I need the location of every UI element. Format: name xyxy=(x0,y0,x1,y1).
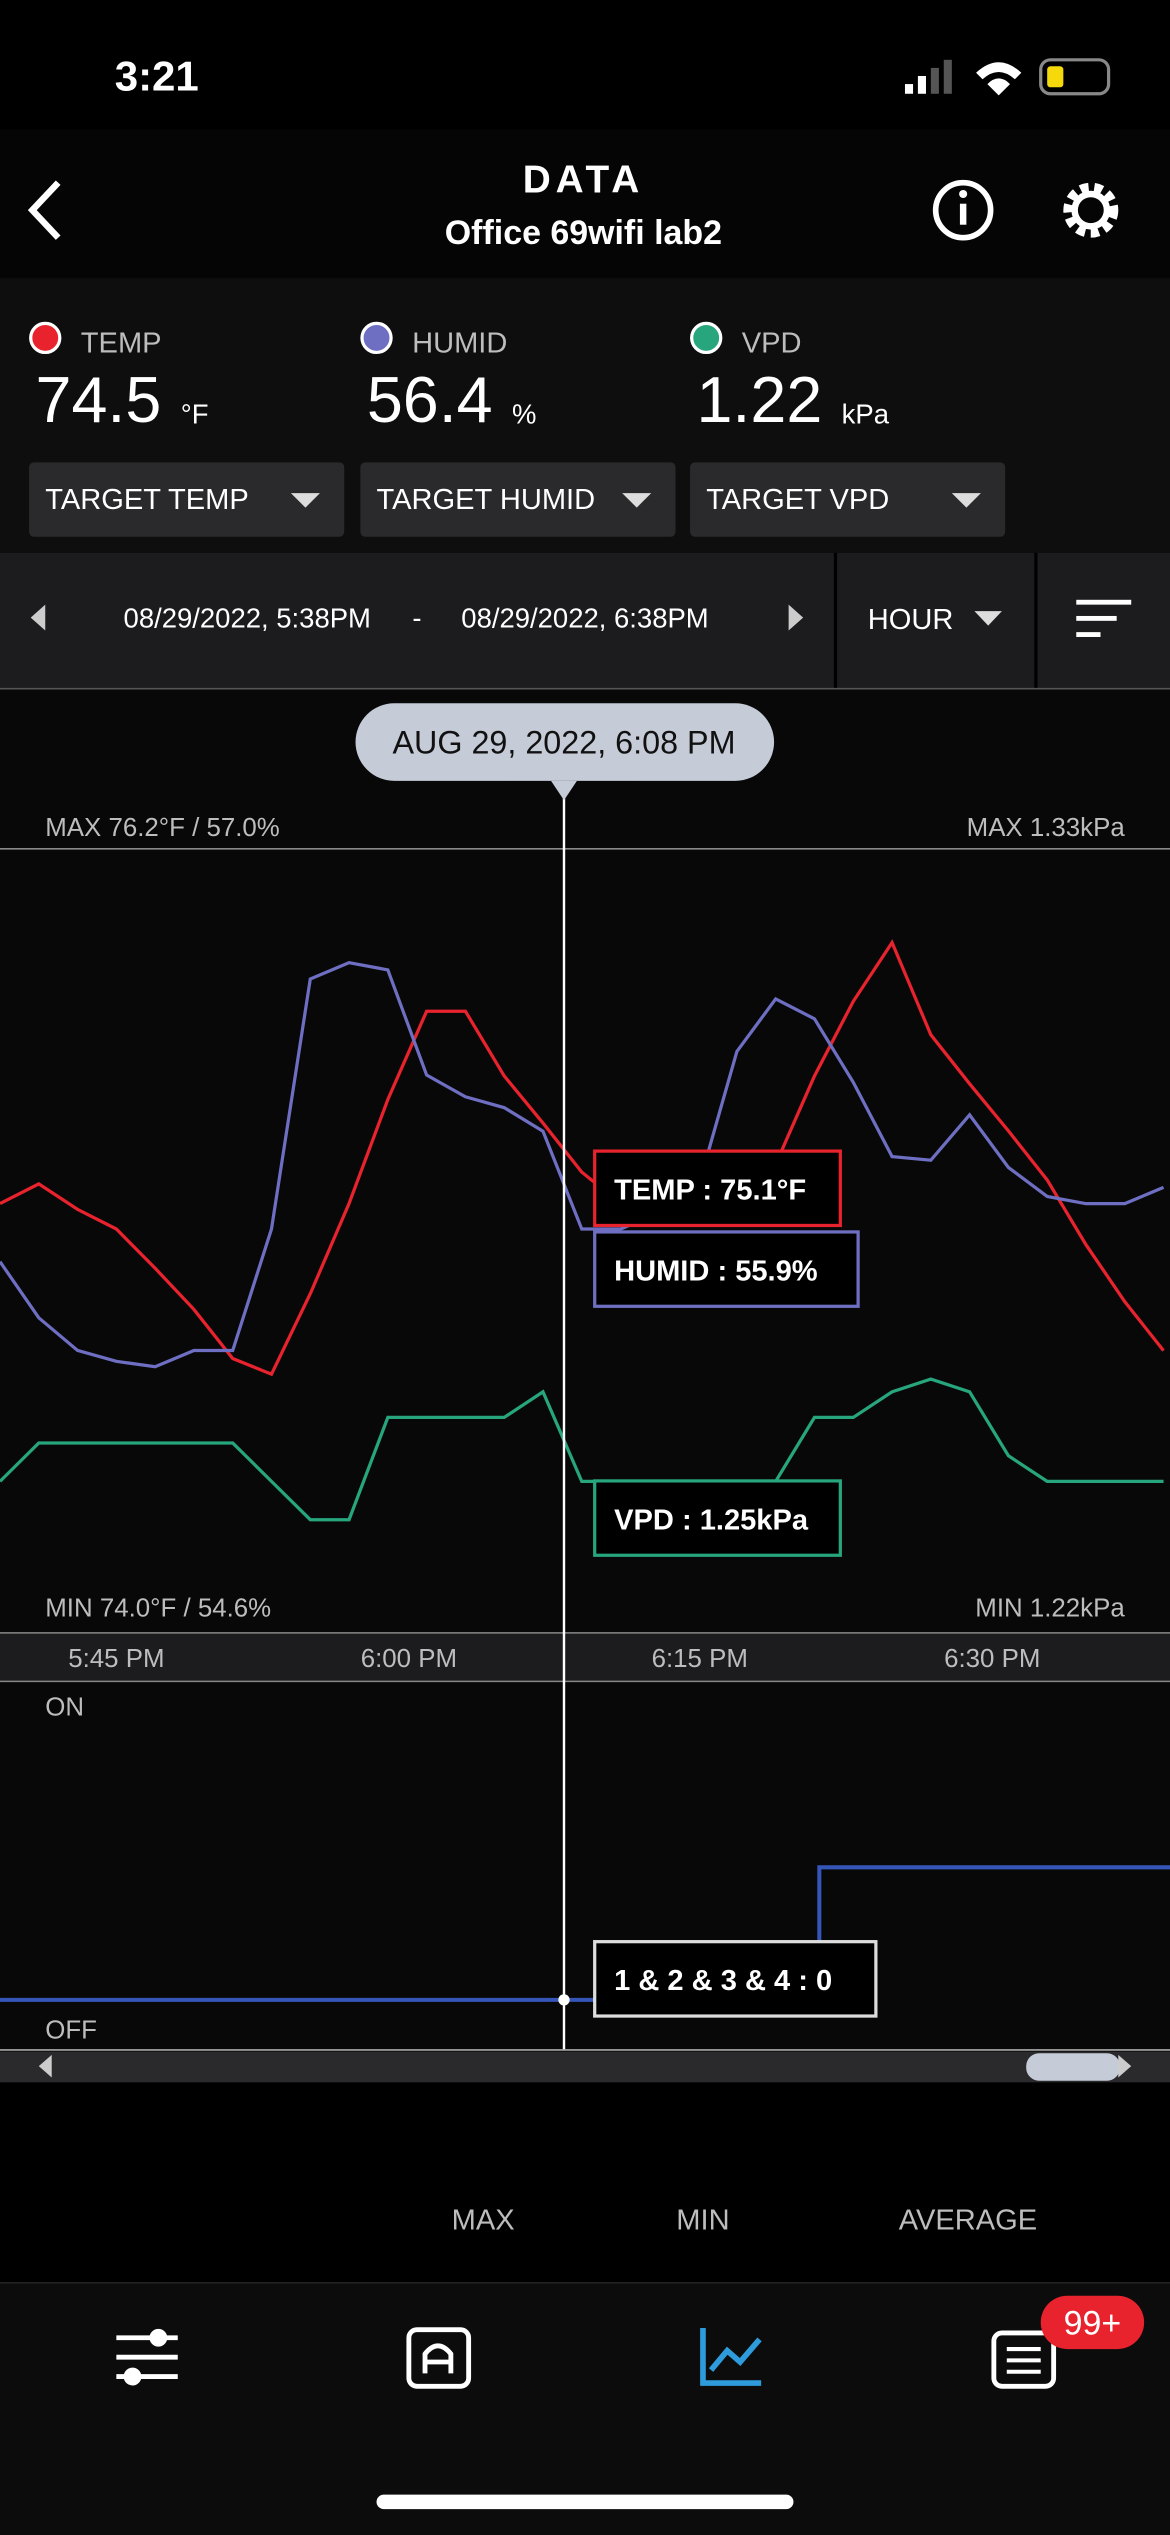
target-dropdown[interactable] xyxy=(360,462,676,537)
humid-tooltip xyxy=(593,1230,860,1308)
series-line xyxy=(0,939,1165,1377)
stat-average: AVERAGE xyxy=(899,2204,1037,2236)
temp-tooltip-text: TEMP : 75.1°F xyxy=(614,1175,806,1207)
min-left: MIN 74.0°F / 54.6% xyxy=(45,1595,271,1623)
header-title: DATA xyxy=(523,158,644,201)
period-dropdown[interactable]: HOUR xyxy=(868,604,1002,636)
vpd-tooltip xyxy=(593,1479,842,1557)
next-button[interactable] xyxy=(788,604,804,631)
reading-dot xyxy=(360,321,393,355)
tab-bar xyxy=(0,2282,1170,2535)
target-label: TARGET VPD xyxy=(706,484,889,516)
stat-max: MAX xyxy=(452,2204,515,2236)
reading-label: HUMID xyxy=(412,327,507,359)
device-tooltip-text: 1 & 2 & 3 & 4 : 0 xyxy=(614,1965,832,1997)
tab-data[interactable] xyxy=(700,2328,762,2386)
prev-button[interactable] xyxy=(30,604,46,631)
status-time: 3:21 xyxy=(115,53,199,100)
reading-unit: % xyxy=(512,399,536,430)
reading-dot xyxy=(29,321,62,355)
stat-min: MIN xyxy=(676,2204,729,2236)
series-line xyxy=(0,1377,1164,1522)
max-left: MAX 76.2°F / 57.0% xyxy=(45,814,280,842)
vpd-tooltip-text: VPD : 1.25kPa xyxy=(614,1504,809,1536)
status-icons xyxy=(904,58,1111,96)
badge-text: 99+ xyxy=(1064,2305,1122,2343)
target-dropdown[interactable] xyxy=(690,462,1006,537)
target-label: TARGET TEMP xyxy=(45,484,249,516)
series-line xyxy=(0,960,1165,1369)
dropdown-arrow xyxy=(622,493,652,508)
reading-label: TEMP xyxy=(81,327,162,359)
device-tooltip xyxy=(593,1940,878,2018)
max-right: MAX 1.33kPa xyxy=(967,814,1126,842)
reading-unit: °F xyxy=(181,399,209,430)
reading-value: 74.5 xyxy=(36,363,162,436)
x-label: 6:15 PM xyxy=(652,1645,748,1673)
range-end: 08/29/2022, 6:38PM xyxy=(461,602,708,633)
chart-area xyxy=(0,688,1170,2080)
info-button[interactable] xyxy=(932,179,994,241)
target-label: TARGET HUMID xyxy=(377,484,596,516)
x-label: 6:30 PM xyxy=(944,1645,1040,1673)
tab-controls[interactable] xyxy=(116,2328,178,2386)
tab-auto[interactable] xyxy=(406,2327,472,2389)
period-label: HOUR xyxy=(868,604,954,636)
target-dropdown[interactable] xyxy=(29,462,345,537)
humid-tooltip-text: HUMID : 55.9% xyxy=(614,1255,818,1287)
min-right: MIN 1.22kPa xyxy=(975,1595,1125,1623)
range-separator: - xyxy=(412,602,421,633)
on-label: ON xyxy=(45,1693,84,1721)
cursor-date: AUG 29, 2022, 6:08 PM xyxy=(392,724,735,760)
x-label: 5:45 PM xyxy=(68,1645,164,1673)
reading-dot xyxy=(690,321,723,355)
tab-logs[interactable] xyxy=(991,2330,1057,2389)
reading-unit: kPa xyxy=(842,399,890,430)
cursor-bubble: AUG 29, 2022, 6:08 PM xyxy=(355,703,775,801)
scrollbar[interactable] xyxy=(0,2051,1170,2083)
temp-tooltip xyxy=(593,1149,842,1228)
badge xyxy=(1040,2295,1145,2350)
reading-value: 56.4 xyxy=(367,363,493,436)
header-subtitle: Office 69wifi lab2 xyxy=(445,214,722,252)
dropdown-arrow xyxy=(290,493,320,508)
reading-value: 1.22 xyxy=(697,363,823,436)
time-axis xyxy=(0,1632,1170,1682)
scroll-thumb[interactable] xyxy=(1026,2053,1120,2081)
off-label: OFF xyxy=(45,2017,97,2045)
settings-button[interactable] xyxy=(1063,182,1119,238)
range-bar xyxy=(0,552,1170,689)
filter-button[interactable] xyxy=(1076,599,1132,637)
home-indicator xyxy=(376,2494,794,2510)
reading-label: VPD xyxy=(742,327,802,359)
back-button[interactable] xyxy=(27,180,61,240)
x-label: 6:00 PM xyxy=(361,1645,457,1673)
header xyxy=(0,129,1170,279)
range-start: 08/29/2022, 5:38PM xyxy=(124,602,371,633)
device-state-line xyxy=(0,1865,1170,2002)
dropdown-arrow xyxy=(951,493,981,508)
